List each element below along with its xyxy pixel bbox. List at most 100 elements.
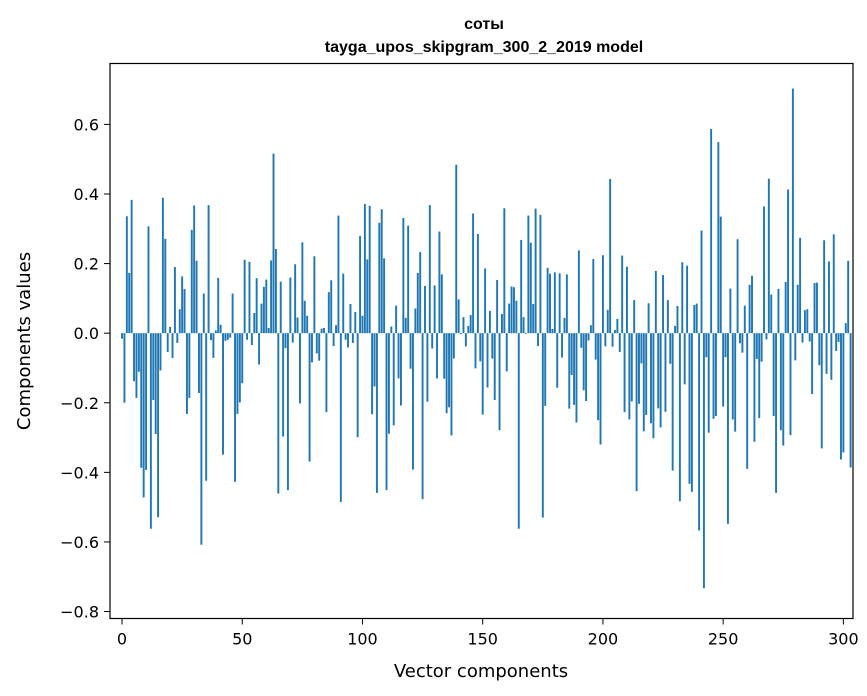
bar-269: [767, 178, 770, 334]
bar-25: [181, 276, 184, 334]
bar-59: [262, 286, 265, 334]
bar-225: [662, 275, 665, 334]
bar-216: [640, 333, 643, 364]
bar-199: [599, 333, 602, 445]
bar-303: [849, 333, 852, 468]
bar-4: [130, 199, 133, 334]
bar-136: [448, 333, 451, 408]
bar-249: [719, 216, 722, 334]
bar-300: [842, 333, 845, 453]
bar-161: [508, 303, 511, 334]
bar-8: [140, 333, 143, 468]
y-tick-label: 0.2: [74, 255, 99, 274]
bar-145: [469, 315, 472, 334]
bar-55: [253, 312, 256, 334]
x-axis-label: Vector components: [394, 661, 568, 682]
bar-120: [409, 333, 412, 369]
bar-88: [332, 333, 335, 347]
bar-207: [618, 333, 621, 352]
bar-28: [188, 333, 191, 398]
bar-297: [835, 333, 838, 351]
bar-293: [825, 333, 828, 374]
bar-302: [847, 260, 850, 334]
bar-29: [190, 229, 193, 334]
bar-100: [361, 315, 364, 334]
bar-254: [731, 333, 734, 420]
bar-250: [722, 333, 725, 407]
bar-112: [390, 326, 393, 334]
bar-113: [392, 333, 395, 426]
bar-192: [582, 333, 585, 391]
bar-36: [207, 205, 210, 334]
bar-298: [837, 333, 840, 342]
bar-196: [592, 259, 595, 334]
chart-title: соты: [464, 16, 504, 33]
x-tick-label: 150: [467, 630, 498, 649]
bar-10: [145, 333, 148, 470]
bar-294: [827, 261, 830, 334]
bar-227: [666, 300, 669, 334]
bar-253: [729, 288, 732, 334]
bar-238: [693, 304, 696, 334]
bar-44: [226, 333, 229, 340]
bar-141: [460, 333, 463, 335]
bar-291: [820, 333, 823, 449]
bar-0: [121, 333, 123, 339]
bar-99: [359, 236, 362, 334]
bar-103: [368, 205, 371, 334]
bar-39: [214, 330, 217, 334]
bar-81: [315, 333, 318, 354]
x-tick-label: 200: [588, 630, 619, 649]
bar-87: [330, 280, 333, 334]
bar-42: [222, 333, 224, 455]
bar-50: [241, 333, 244, 384]
bar-41: [219, 324, 222, 334]
bar-211: [628, 333, 631, 420]
bar-183: [561, 333, 564, 358]
bar-267: [763, 206, 765, 334]
bar-47: [234, 333, 236, 482]
bar-115: [397, 333, 400, 379]
bars-group: [121, 88, 852, 589]
bar-176: [544, 333, 547, 406]
x-tick-label: 300: [828, 630, 859, 649]
bar-248: [717, 142, 720, 334]
bar-69: [286, 333, 289, 491]
bar-96: [351, 333, 354, 343]
bar-281: [796, 284, 799, 334]
bar-260: [746, 333, 749, 469]
bar-279: [791, 88, 794, 334]
bar-165: [517, 333, 520, 529]
bar-76: [303, 300, 306, 334]
bar-241: [700, 230, 703, 334]
bar-78: [308, 333, 311, 462]
bar-114: [395, 305, 398, 334]
bar-251: [724, 333, 727, 358]
bar-159: [503, 208, 506, 334]
bar-212: [630, 333, 633, 402]
bar-218: [645, 333, 648, 415]
bar-166: [520, 239, 523, 334]
bar-244: [707, 333, 710, 433]
bar-292: [823, 240, 826, 334]
bar-282: [799, 237, 802, 334]
bar-111: [387, 333, 390, 434]
bar-137: [450, 333, 453, 436]
bar-168: [525, 333, 527, 334]
bar-232: [678, 333, 681, 502]
bar-83: [320, 328, 323, 334]
bar-97: [354, 311, 357, 334]
bar-46: [231, 293, 234, 334]
bar-130: [433, 285, 436, 334]
bar-156: [496, 279, 499, 334]
bar-256: [736, 239, 739, 334]
bar-242: [702, 333, 705, 589]
bar-135: [445, 333, 448, 414]
bar-273: [777, 288, 780, 334]
bar-56: [255, 278, 258, 334]
y-tick-label: −0.4: [60, 463, 99, 482]
chart-subtitle: tayga_upos_skipgram_300_2_2019 model: [325, 39, 643, 56]
bar-224: [659, 333, 662, 428]
bar-22: [173, 267, 176, 334]
bar-163: [512, 287, 515, 334]
